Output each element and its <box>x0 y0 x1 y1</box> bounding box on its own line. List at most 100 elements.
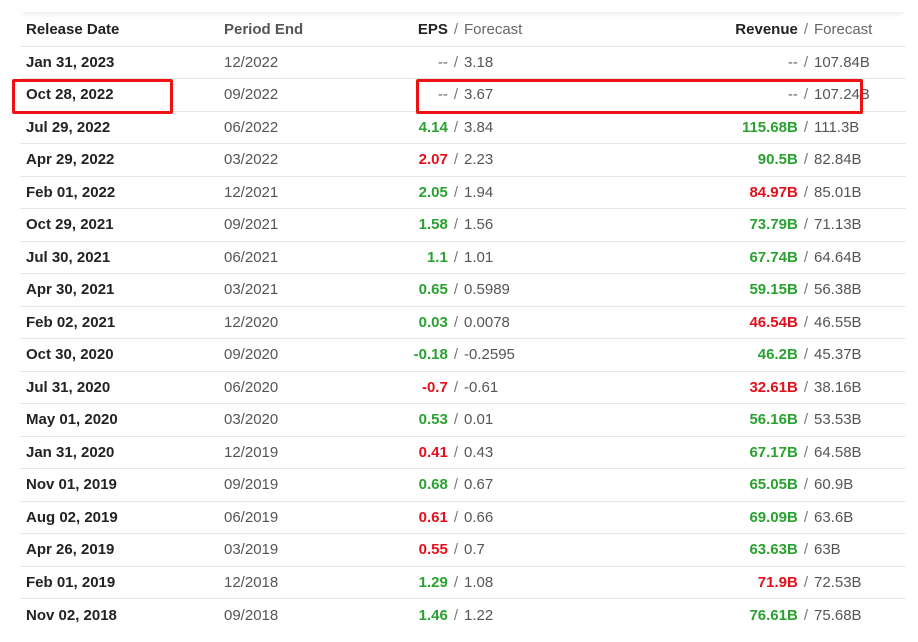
header-eps-label: EPS <box>417 20 448 38</box>
period-end-cell: 12/2020 <box>224 305 364 339</box>
eps-forecast-cell: 0.7 <box>458 533 608 566</box>
revenue-forecast-cell: 63B <box>808 533 906 566</box>
eps-forecast-value: 2.23 <box>464 151 494 169</box>
eps-actual-value: 1.1 <box>426 248 448 266</box>
eps-separator: / <box>453 86 458 104</box>
revenue-actual-value: 84.97B <box>749 183 798 201</box>
release-date-cell: Jul 29, 2022 <box>20 110 224 144</box>
revenue-forecast-value: 85.01B <box>814 183 862 201</box>
table-row: May 01, 2020 03/2020 0.53 / 0.01 56.16B / 53.53… <box>20 403 906 436</box>
table-row: Nov 01, 2019 09/2019 0.68 / 0.67 65.05B / 60.9B <box>20 468 906 501</box>
period-end-cell: 03/2022 <box>224 143 364 176</box>
table-row: Jan 31, 2020 12/2019 0.41 / 0.43 67.17B / 64.58… <box>20 435 906 469</box>
highlight-box-estimates <box>416 79 863 114</box>
revenue-actual-value: 115.68B <box>741 118 798 136</box>
eps-actual-value: -0.7 <box>421 378 448 396</box>
eps-separator: / <box>453 378 458 396</box>
period-end-cell: 12/2018 <box>224 565 364 599</box>
period-end-cell: 12/2022 <box>224 45 364 79</box>
eps-separator: / <box>453 53 458 71</box>
revenue-actual-cell: 69.09B / <box>608 500 808 534</box>
revenue-forecast-cell: 53.53B <box>808 403 906 436</box>
eps-separator: / <box>453 541 458 559</box>
revenue-separator: / <box>803 443 808 461</box>
release-date-cell: Feb 02, 2021 <box>20 305 224 339</box>
eps-separator: / <box>453 508 458 526</box>
period-end-cell: 03/2019 <box>224 533 364 566</box>
revenue-actual-value: 76.61B <box>749 606 798 624</box>
revenue-actual-cell: 65.05B / <box>608 468 808 501</box>
eps-actual-cell: 1.29 / <box>364 565 458 599</box>
revenue-actual-cell: 67.17B / <box>608 435 808 469</box>
revenue-forecast-cell: 56.38B <box>808 273 906 306</box>
table-row: Apr 29, 2022 03/2022 2.07 / 2.23 90.5B / 82.84B <box>20 143 906 176</box>
eps-actual-value: 2.07 <box>418 151 448 169</box>
revenue-actual-value: 63.63B <box>749 541 798 559</box>
revenue-forecast-value: 63.6B <box>814 508 854 526</box>
header-release-date[interactable]: Release Date <box>26 20 120 38</box>
revenue-forecast-value: 72.53B <box>814 573 862 591</box>
revenue-forecast-cell: 107.24B <box>808 78 906 111</box>
revenue-forecast-cell: 111.3B <box>808 110 906 144</box>
eps-forecast-value: 0.43 <box>464 443 494 461</box>
revenue-forecast-cell: 85.01B <box>808 175 906 209</box>
eps-actual-cell: 2.05 / <box>364 175 458 209</box>
revenue-forecast-cell: 38.16B <box>808 370 906 404</box>
header-revenue-forecast[interactable]: Forecast <box>808 13 906 46</box>
eps-forecast-cell: 1.22 <box>458 598 608 631</box>
revenue-actual-cell: 84.97B / <box>608 175 808 209</box>
period-end-cell: 09/2021 <box>224 208 364 241</box>
eps-actual-cell: 0.55 / <box>364 533 458 566</box>
revenue-actual-cell: 46.54B / <box>608 305 808 339</box>
eps-separator: / <box>453 248 458 266</box>
eps-forecast-cell: 1.94 <box>458 175 608 209</box>
eps-separator: / <box>453 281 458 299</box>
revenue-actual-value: 46.54B <box>749 313 798 331</box>
eps-forecast-value: 0.0078 <box>464 313 510 331</box>
revenue-actual-cell: 115.68B / <box>608 110 808 144</box>
earnings-table: Release Date Period End EPS / Forecast Re… <box>20 13 906 631</box>
eps-forecast-cell: 0.67 <box>458 468 608 501</box>
eps-separator: / <box>453 151 458 169</box>
revenue-separator: / <box>803 346 808 364</box>
revenue-separator: / <box>803 378 808 396</box>
revenue-actual-value: 73.79B <box>749 216 798 234</box>
table-row: Oct 29, 2021 09/2021 1.58 / 1.56 73.79B / 71.13… <box>20 208 906 241</box>
revenue-separator: / <box>803 53 808 71</box>
eps-actual-value: 4.14 <box>418 118 448 136</box>
eps-forecast-cell: 3.84 <box>458 110 608 144</box>
eps-forecast-cell: 0.01 <box>458 403 608 436</box>
revenue-forecast-value: 63B <box>814 541 841 559</box>
eps-forecast-value: 0.66 <box>464 508 494 526</box>
revenue-forecast-value: 64.58B <box>814 443 862 461</box>
revenue-actual-value: -- <box>787 86 798 104</box>
table-row: Oct 30, 2020 09/2020 -0.18 / -0.2595 46.2B / 45… <box>20 338 906 371</box>
eps-separator: / <box>453 443 458 461</box>
revenue-actual-cell: 63.63B / <box>608 533 808 566</box>
release-date-cell: Jan 31, 2023 <box>20 45 224 79</box>
eps-actual-value: 0.03 <box>418 313 448 331</box>
release-date-cell: Oct 28, 2022 <box>20 78 224 111</box>
revenue-separator: / <box>803 183 808 201</box>
header-period-end[interactable]: Period End <box>224 20 304 38</box>
eps-actual-value: 0.53 <box>418 411 448 429</box>
eps-actual-cell: -- / <box>364 45 458 79</box>
eps-separator: / <box>453 573 458 591</box>
eps-actual-value: 1.46 <box>418 606 448 624</box>
eps-forecast-value: 1.94 <box>464 183 494 201</box>
eps-actual-cell: 0.68 / <box>364 468 458 501</box>
eps-forecast-value: 1.08 <box>464 573 494 591</box>
header-eps[interactable]: EPS / <box>364 13 458 46</box>
release-date-cell: Oct 29, 2021 <box>20 208 224 241</box>
eps-actual-value: 2.05 <box>418 183 448 201</box>
revenue-separator: / <box>803 476 808 494</box>
eps-actual-value: 0.55 <box>418 541 448 559</box>
eps-forecast-value: 3.84 <box>464 118 494 136</box>
header-eps-forecast-label: Forecast <box>464 20 523 38</box>
header-revenue[interactable]: Revenue / <box>608 13 808 46</box>
header-eps-forecast[interactable]: Forecast <box>458 13 608 46</box>
release-date-cell: Apr 29, 2022 <box>20 143 224 176</box>
release-date-cell: Feb 01, 2019 <box>20 565 224 599</box>
release-date-cell: Feb 01, 2022 <box>20 175 224 209</box>
revenue-forecast-cell: 72.53B <box>808 565 906 599</box>
